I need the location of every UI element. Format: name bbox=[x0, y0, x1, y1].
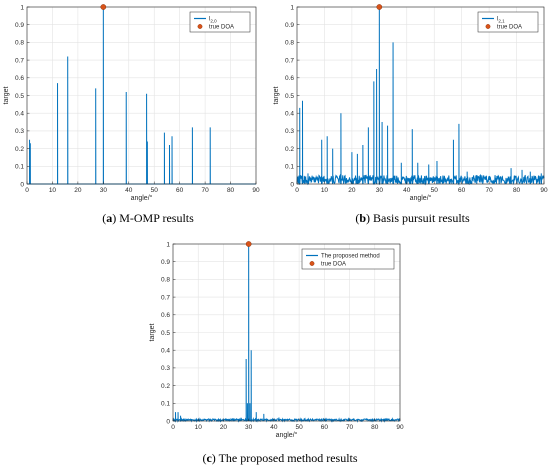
y-tick-label: 0.3 bbox=[285, 128, 294, 135]
legend-marker-swatch bbox=[197, 24, 203, 29]
y-tick-label: 0.1 bbox=[161, 401, 170, 408]
legend-entry-true-doa: true DOA bbox=[497, 25, 522, 31]
y-tick-label: 0.3 bbox=[15, 128, 24, 135]
y-tick-label: 0.2 bbox=[285, 146, 294, 153]
x-tick-label: 20 bbox=[348, 187, 356, 194]
y-axis-label: target bbox=[3, 86, 10, 104]
y-tick-label: 0.7 bbox=[161, 294, 170, 301]
x-tick-label: 90 bbox=[396, 424, 404, 431]
panel-b-chart: 0 10 20 30 40 50 60 70 80 90 0 0.1 0.2 0.3 0.4 0.5 0.6 0.… bbox=[273, 4, 548, 202]
legend-entry-true-doa: true DOA bbox=[209, 25, 234, 31]
x-tick-label: 70 bbox=[201, 187, 209, 194]
x-tick-label: 0 bbox=[295, 187, 299, 194]
x-tick-label: 20 bbox=[220, 424, 228, 431]
y-tick-label: 0.1 bbox=[285, 164, 294, 171]
caption-a: (a) M-OMP results bbox=[102, 211, 194, 225]
x-axis-label: angle/° bbox=[410, 194, 432, 202]
legend-entry-series: The proposed method bbox=[321, 254, 380, 260]
y-tick-label: 0.6 bbox=[15, 75, 24, 82]
x-tick-label: 90 bbox=[252, 187, 260, 194]
x-tick-label: 80 bbox=[371, 424, 379, 431]
y-tick-label: 0 bbox=[20, 181, 24, 188]
y-tick-label: 0.9 bbox=[161, 259, 170, 266]
y-tick-label: 0.5 bbox=[285, 93, 294, 100]
x-tick-label: 20 bbox=[74, 187, 82, 194]
y-tick-label: 0.2 bbox=[161, 383, 170, 390]
x-tick-label: 30 bbox=[376, 187, 384, 194]
panel-c-chart: 0 10 20 30 40 50 60 70 80 90 0 0.1 0.2 0.3 0.4 0.5 0.6 0.… bbox=[149, 241, 404, 439]
x-tick-label: 10 bbox=[49, 187, 57, 194]
y-tick-label: 0.9 bbox=[15, 22, 24, 29]
legend-marker-swatch bbox=[485, 24, 491, 29]
x-tick-label: 70 bbox=[485, 187, 493, 194]
legend-entry-true-doa: true DOA bbox=[321, 262, 346, 268]
y-tick-label: 0 bbox=[290, 181, 294, 188]
true-doa-marker bbox=[376, 4, 383, 10]
x-tick-label: 40 bbox=[125, 187, 133, 194]
y-tick-label: 0.6 bbox=[285, 75, 294, 82]
x-tick-label: 50 bbox=[431, 187, 439, 194]
x-tick-label: 10 bbox=[321, 187, 329, 194]
caption-c: (c) The proposed method results bbox=[202, 451, 358, 465]
y-axis-label: target bbox=[149, 323, 156, 341]
x-tick-label: 90 bbox=[540, 187, 548, 194]
y-tick-label: 0.5 bbox=[161, 330, 170, 337]
true-doa-marker bbox=[100, 4, 107, 10]
x-tick-label: 0 bbox=[171, 424, 175, 431]
x-tick-label: 50 bbox=[295, 424, 303, 431]
y-axis-label: target bbox=[273, 86, 280, 104]
legend-box bbox=[189, 11, 251, 33]
y-tick-label: 1 bbox=[166, 241, 170, 248]
y-tick-label: 0.1 bbox=[15, 164, 24, 171]
y-tick-label: 0.6 bbox=[161, 312, 170, 319]
x-tick-label: 0 bbox=[25, 187, 29, 194]
series-line bbox=[172, 243, 401, 423]
x-tick-label: 30 bbox=[245, 424, 253, 431]
x-tick-label: 30 bbox=[100, 187, 108, 194]
y-tick-label: 0.7 bbox=[285, 57, 294, 64]
caption-b: (b) Basis pursuit results bbox=[355, 211, 470, 225]
y-tick-label: 0.9 bbox=[285, 22, 294, 29]
x-tick-label: 40 bbox=[403, 187, 411, 194]
x-tick-label: 60 bbox=[176, 187, 184, 194]
x-tick-label: 70 bbox=[346, 424, 354, 431]
x-axis-label: angle/° bbox=[131, 194, 153, 202]
y-tick-label: 0.2 bbox=[15, 146, 24, 153]
y-tick-label: 0.8 bbox=[161, 277, 170, 284]
x-tick-label: 50 bbox=[151, 187, 159, 194]
y-tick-label: 0.4 bbox=[161, 348, 170, 355]
x-axis-label: angle/° bbox=[276, 431, 298, 439]
y-tick-label: 1 bbox=[20, 4, 24, 11]
legend-entry-series: l2,1 bbox=[497, 17, 505, 24]
y-tick-label: 0.4 bbox=[285, 111, 294, 118]
series-line bbox=[296, 6, 545, 186]
y-tick-label: 1 bbox=[290, 4, 294, 11]
x-tick-label: 60 bbox=[458, 187, 466, 194]
legend-entry-series: l2,0 bbox=[209, 17, 217, 24]
legend-marker-swatch bbox=[309, 261, 315, 266]
y-tick-label: 0.8 bbox=[15, 40, 24, 47]
y-tick-label: 0 bbox=[166, 418, 170, 425]
x-tick-label: 60 bbox=[321, 424, 329, 431]
y-tick-label: 0.3 bbox=[161, 365, 170, 372]
y-tick-label: 0.4 bbox=[15, 111, 24, 118]
y-tick-label: 0.5 bbox=[15, 93, 24, 100]
x-tick-label: 40 bbox=[270, 424, 278, 431]
y-tick-label: 0.7 bbox=[15, 57, 24, 64]
legend-box bbox=[301, 248, 395, 270]
panel-a-chart: 0 10 20 30 40 50 60 70 80 90 0 0.1 0.2 0.3 0.4 0.5 0.6 0.… bbox=[3, 4, 260, 202]
x-tick-label: 80 bbox=[513, 187, 521, 194]
x-tick-label: 80 bbox=[227, 187, 235, 194]
true-doa-marker bbox=[245, 241, 252, 247]
y-tick-label: 0.8 bbox=[285, 40, 294, 47]
legend-box bbox=[477, 11, 539, 33]
x-tick-label: 10 bbox=[195, 424, 203, 431]
